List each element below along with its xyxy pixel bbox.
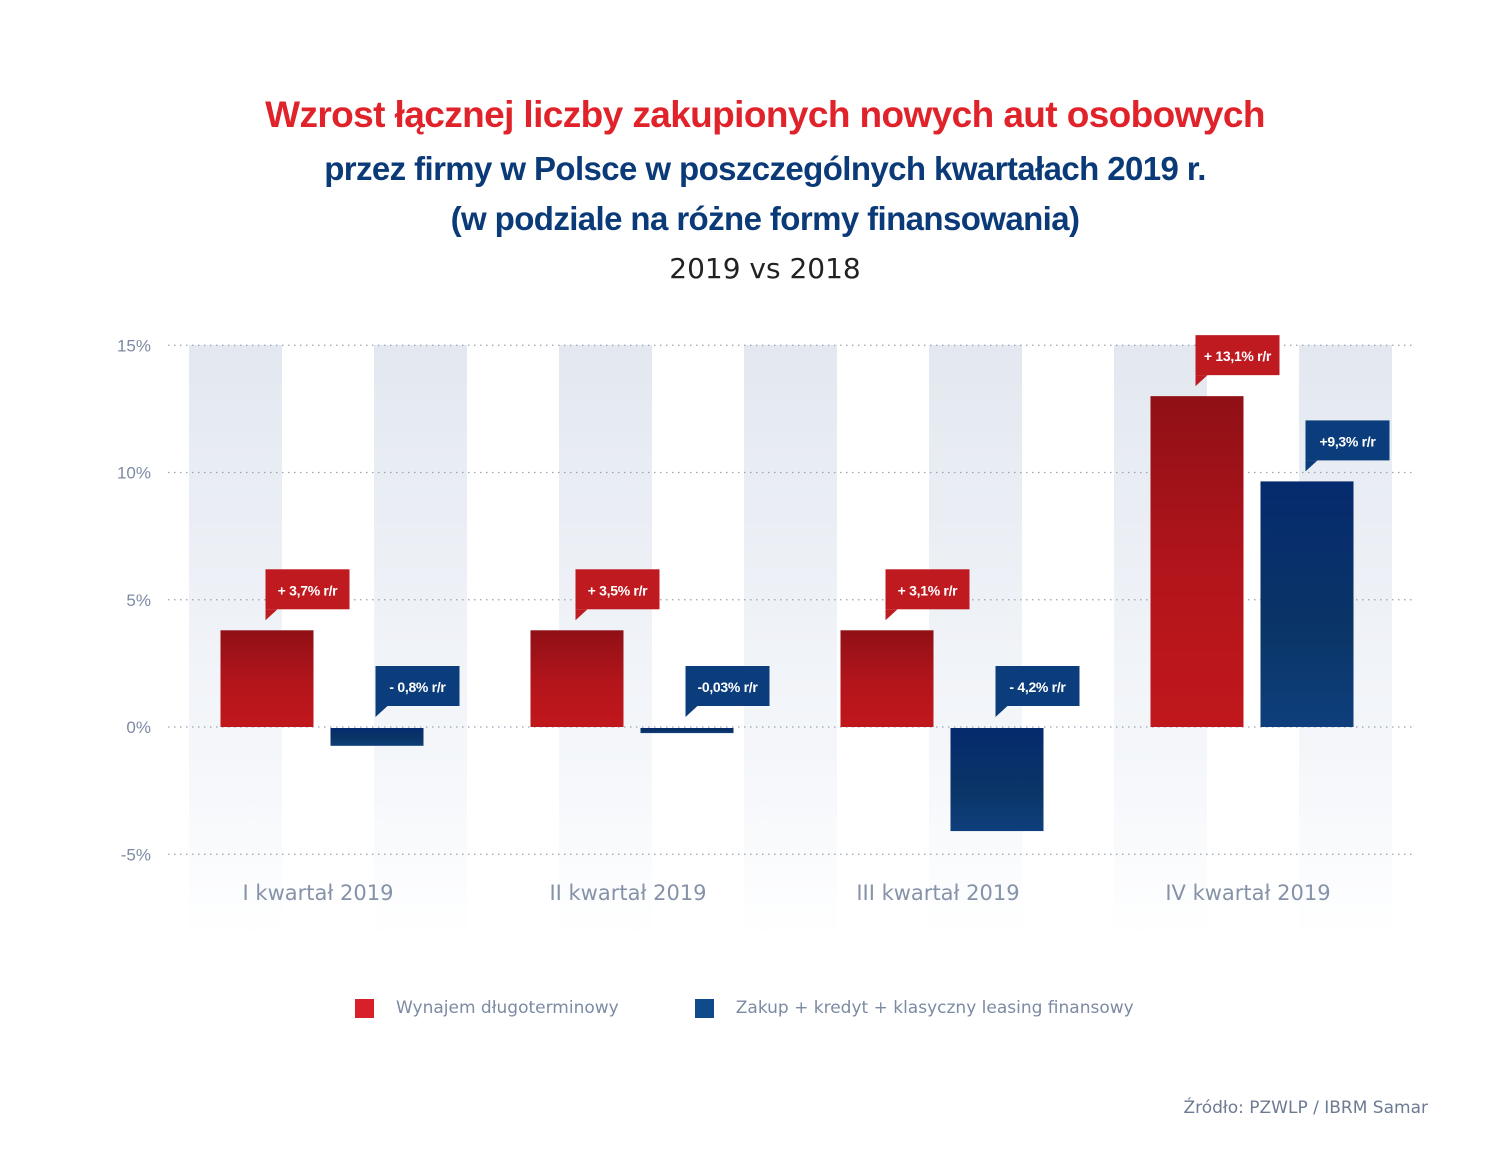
data-label-box	[265, 569, 350, 610]
chart-title-line-3: (w podziale na różne formy finansowania)	[450, 200, 1080, 237]
data-label-pointer	[885, 609, 898, 621]
data-label-text: -0,03% r/r	[697, 679, 758, 695]
y-tick-label: 10%	[117, 464, 151, 483]
data-label-text: + 3,7% r/r	[278, 582, 339, 598]
data-label-box	[575, 569, 660, 610]
chart-title-line-1: Wzrost łącznej liczby zakupionych nowych…	[265, 94, 1265, 135]
legend: Wynajem długoterminowy Zakup + kredyt + …	[355, 998, 1210, 1018]
y-axis-ticks: 15% 10% 5% 0% -5%	[117, 336, 151, 864]
data-label-wynajem-q3: + 3,1% r/r	[885, 569, 970, 621]
legend-swatch-blue	[694, 998, 714, 1018]
chart-subtitle: 2019 vs 2018	[669, 252, 861, 285]
data-label-zakup-q4: +9,3% r/r	[1305, 420, 1390, 472]
data-label-box	[995, 666, 1080, 706]
data-label-wynajem-q2: + 3,5% r/r	[575, 569, 660, 621]
legend-label: Wynajem długoterminowy	[396, 998, 619, 1018]
x-tick-label: II kwartał 2019	[549, 881, 706, 905]
data-label-box	[885, 569, 970, 610]
data-label-wynajem-q1: + 3,7% r/r	[265, 569, 350, 621]
data-label-pointer	[1305, 460, 1318, 472]
legend-item-zakup: Zakup + kredyt + klasyczny leasing finan…	[694, 998, 1134, 1018]
bar-wynajem-q2	[530, 630, 624, 727]
data-labels: + 3,7% r/r - 0,8% r/r + 3,5% r/r -0,03% r/r…	[265, 335, 1390, 717]
y-tick-label: -5%	[121, 845, 151, 864]
source-note: Źródło: PZWLP / IBRM Samar	[1183, 1098, 1428, 1118]
data-label-pointer	[1195, 375, 1208, 387]
bar-wynajem-q4	[1150, 396, 1244, 727]
data-label-pointer	[375, 706, 388, 717]
background-band	[929, 345, 1022, 940]
data-label-pointer	[265, 609, 278, 621]
background-band	[744, 345, 837, 940]
data-label-box	[1195, 335, 1280, 376]
data-label-text: - 0,8% r/r	[389, 679, 446, 695]
y-tick-label: 0%	[126, 718, 151, 737]
bar-chart: 15% 10% 5% 0% -5% + 3,7% r/r - 0,8% r/r + 3,5%…	[117, 335, 1415, 940]
bar-zakup-q3	[950, 728, 1044, 832]
data-label-pointer	[995, 706, 1008, 717]
y-tick-label: 5%	[126, 591, 151, 610]
y-tick-label: 15%	[117, 336, 151, 355]
legend-label: Zakup + kredyt + klasyczny leasing finan…	[735, 998, 1134, 1018]
bar-zakup-q1	[330, 728, 424, 746]
x-tick-label: IV kwartał 2019	[1165, 881, 1330, 905]
legend-item-wynajem: Wynajem długoterminowy	[355, 998, 619, 1018]
data-label-text: + 3,1% r/r	[898, 582, 959, 598]
data-label-zakup-q1: - 0,8% r/r	[375, 666, 460, 717]
data-label-pointer	[575, 609, 588, 621]
bars	[220, 396, 1354, 832]
data-label-pointer	[685, 706, 698, 717]
x-tick-label: III kwartał 2019	[856, 881, 1019, 905]
chart-title-line-2: przez firmy w Polsce w poszczególnych kw…	[324, 150, 1206, 187]
legend-swatch-red	[355, 998, 374, 1018]
data-label-box	[685, 666, 770, 706]
data-label-zakup-q3: - 4,2% r/r	[995, 666, 1080, 717]
bar-wynajem-q3	[840, 630, 934, 727]
bar-zakup-q2	[640, 728, 734, 734]
data-label-text: +9,3% r/r	[1319, 433, 1376, 449]
data-label-text: + 3,5% r/r	[588, 582, 649, 598]
data-label-zakup-q2: -0,03% r/r	[685, 666, 770, 717]
data-label-wynajem-q4: + 13,1% r/r	[1195, 335, 1280, 387]
bar-wynajem-q1	[220, 630, 314, 727]
data-label-text: + 13,1% r/r	[1204, 348, 1272, 364]
x-tick-label: I kwartał 2019	[243, 881, 394, 905]
bar-zakup-q4	[1260, 481, 1354, 727]
background-band	[374, 345, 467, 940]
data-label-box	[1305, 420, 1390, 461]
x-axis-ticks: I kwartał 2019 II kwartał 2019 III kwartał…	[243, 881, 1331, 905]
data-label-text: - 4,2% r/r	[1009, 679, 1066, 695]
data-label-box	[375, 666, 460, 706]
